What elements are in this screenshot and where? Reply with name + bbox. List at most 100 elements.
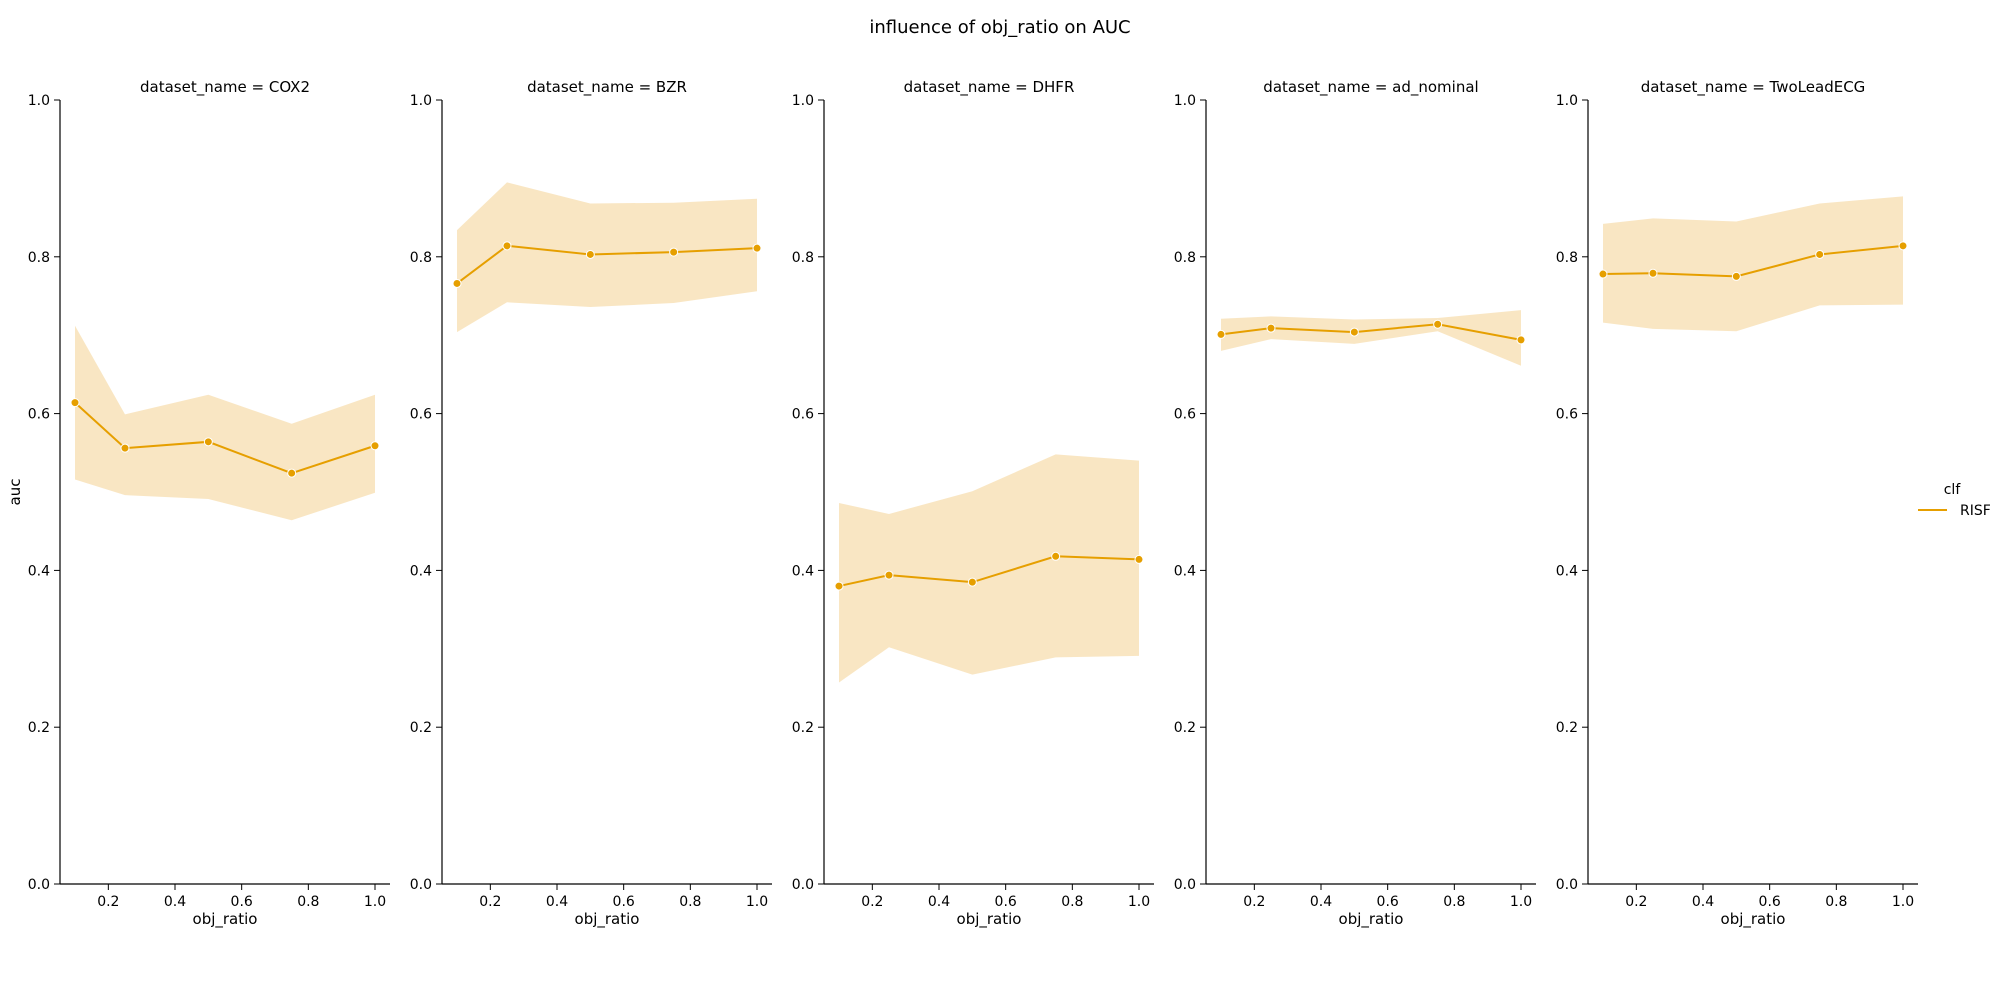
y-tick-label: 0.2: [1174, 720, 1196, 736]
y-tick-label: 0.6: [28, 407, 50, 423]
y-tick-label: 0.0: [28, 877, 50, 893]
data-point: [669, 247, 679, 257]
y-tick-label: 0.4: [28, 563, 50, 579]
data-point: [752, 243, 762, 253]
y-tick-label: 0.6: [410, 407, 432, 423]
y-tick-label: 0.0: [410, 877, 432, 893]
x-tick-label: 0.4: [1310, 894, 1332, 910]
y-tick-label: 0.0: [1556, 877, 1578, 893]
facet-title: dataset_name = DHFR: [904, 78, 1075, 97]
data-point: [834, 581, 844, 591]
x-tick-label: 1.0: [1892, 894, 1914, 910]
y-tick-label: 0.4: [1174, 563, 1196, 579]
y-tick-label: 0.8: [792, 250, 814, 266]
y-tick-label: 0.8: [410, 250, 432, 266]
y-tick-label: 0.2: [1556, 720, 1578, 736]
x-tick-label: 0.6: [995, 894, 1017, 910]
x-tick-label: 0.8: [679, 894, 701, 910]
x-tick-label: 1.0: [1128, 894, 1150, 910]
data-point: [1349, 327, 1359, 337]
y-tick-label: 0.2: [28, 720, 50, 736]
x-tick-label: 0.8: [297, 894, 319, 910]
data-point: [1648, 268, 1658, 278]
x-tick-label: 0.8: [1825, 894, 1847, 910]
legend-label-risf: RISF: [1960, 503, 1991, 519]
y-tick-label: 0.6: [1556, 407, 1578, 423]
x-tick-label: 0.6: [231, 894, 253, 910]
y-tick-label: 0.8: [1174, 250, 1196, 266]
x-tick-label: 0.8: [1061, 894, 1083, 910]
y-tick-label: 0.2: [410, 720, 432, 736]
x-axis-label: obj_ratio: [1721, 910, 1786, 929]
legend: clf RISF: [1918, 482, 1991, 519]
x-axis-label: obj_ratio: [575, 910, 640, 929]
confidence-band: [839, 454, 1139, 683]
x-tick-label: 0.2: [1625, 894, 1647, 910]
x-tick-label: 0.4: [546, 894, 568, 910]
confidence-band: [75, 325, 375, 521]
data-point: [1051, 551, 1061, 561]
facet-title: dataset_name = TwoLeadECG: [1641, 78, 1866, 97]
x-tick-label: 0.4: [164, 894, 186, 910]
x-tick-label: 1.0: [364, 894, 386, 910]
y-tick-label: 0.6: [792, 407, 814, 423]
data-point: [502, 241, 512, 251]
data-point: [884, 570, 894, 580]
y-tick-label: 0.2: [792, 720, 814, 736]
panel-5: dataset_name = TwoLeadECG 0.0 0.2 0.4 0.6 0.8…: [1556, 78, 1918, 929]
confidence-band: [1603, 196, 1903, 332]
x-tick-label: 1.0: [1510, 894, 1532, 910]
data-point: [1433, 319, 1443, 329]
panel-4: dataset_name = ad_nominal 0.0 0.2 0.4 0.6 0.8…: [1174, 78, 1536, 929]
y-tick-label: 0.4: [792, 563, 814, 579]
data-point: [287, 468, 297, 478]
x-tick-label: 0.2: [479, 894, 501, 910]
figure-title: influence of obj_ratio on AUC: [869, 17, 1130, 38]
x-tick-label: 0.4: [1692, 894, 1714, 910]
x-tick-label: 0.6: [1377, 894, 1399, 910]
x-tick-label: 0.2: [1243, 894, 1265, 910]
data-point: [1266, 323, 1276, 333]
facet-title: dataset_name = ad_nominal: [1263, 78, 1478, 97]
y-tick-label: 0.6: [1174, 407, 1196, 423]
y-tick-label: 0.4: [1556, 563, 1578, 579]
y-tick-label: 0.0: [1174, 877, 1196, 893]
legend-title: clf: [1944, 482, 1962, 498]
data-point: [120, 443, 130, 453]
data-point: [967, 577, 977, 587]
y-tick-label: 0.8: [1556, 250, 1578, 266]
x-axis-label: obj_ratio: [957, 910, 1022, 929]
panel-1: dataset_name = COX2 0.0 0.2 0.4 0.6 0.8 1.0 0.2…: [6, 78, 390, 929]
y-tick-label: 1.0: [410, 93, 432, 109]
facet-title: dataset_name = COX2: [140, 78, 310, 97]
y-tick-label: 0.0: [792, 877, 814, 893]
x-tick-label: 0.8: [1443, 894, 1465, 910]
data-point: [1216, 329, 1226, 339]
panel-3: dataset_name = DHFR 0.0 0.2 0.4 0.6 0.8 1.0 0.2…: [792, 78, 1154, 929]
x-tick-label: 0.2: [97, 894, 119, 910]
y-tick-label: 1.0: [28, 93, 50, 109]
x-tick-label: 0.4: [928, 894, 950, 910]
x-tick-label: 1.0: [746, 894, 768, 910]
data-point: [1731, 271, 1741, 281]
y-tick-label: 1.0: [1174, 93, 1196, 109]
facet-title: dataset_name = BZR: [527, 78, 687, 97]
data-point: [1898, 241, 1908, 251]
facet-panels: dataset_name = COX2 0.0 0.2 0.4 0.6 0.8 1.0 0.2…: [6, 78, 1918, 929]
data-point: [1815, 249, 1825, 259]
data-point: [585, 249, 595, 259]
confidence-band: [457, 182, 757, 333]
x-axis-label: obj_ratio: [193, 910, 258, 929]
confidence-band: [1221, 310, 1521, 366]
data-point: [1516, 335, 1526, 345]
x-tick-label: 0.6: [1759, 894, 1781, 910]
y-tick-label: 0.4: [410, 563, 432, 579]
data-point: [1598, 269, 1608, 279]
panel-2: dataset_name = BZR 0.0 0.2 0.4 0.6 0.8 1.0 0.2 0…: [410, 78, 772, 929]
data-point: [203, 437, 213, 447]
x-tick-label: 0.2: [861, 894, 883, 910]
x-axis-label: obj_ratio: [1339, 910, 1404, 929]
data-point: [452, 278, 462, 288]
y-tick-label: 0.8: [28, 250, 50, 266]
